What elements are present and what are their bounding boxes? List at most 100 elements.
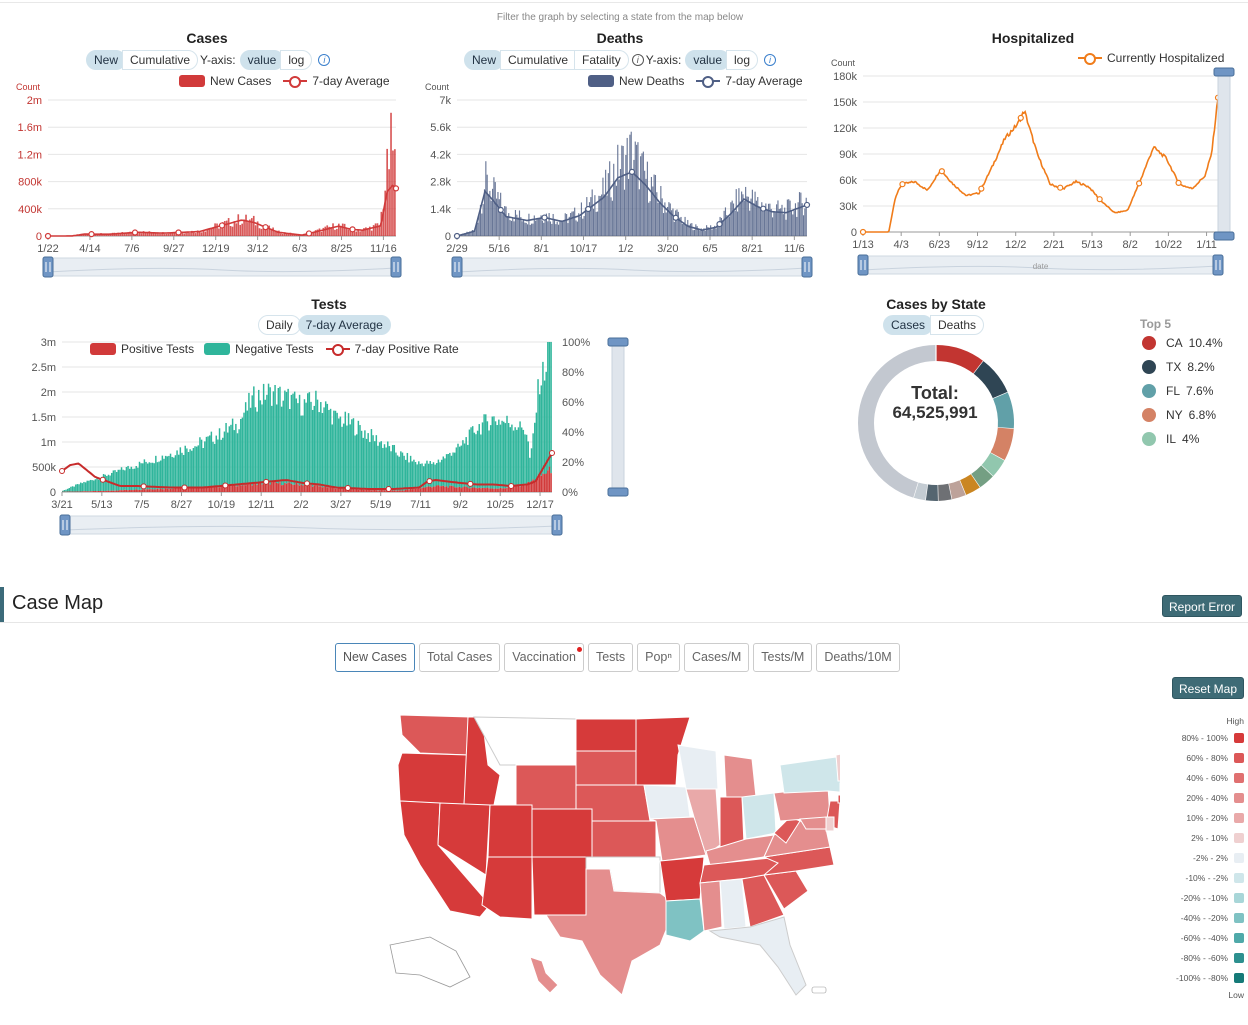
donut-slice[interactable] <box>858 345 937 498</box>
donut-slice[interactable] <box>937 483 952 501</box>
state-oh[interactable] <box>741 792 777 840</box>
info-icon[interactable]: i <box>631 54 644 66</box>
cases-chart[interactable]: 0 400k 800k 1.2m 1.6m 2m Count 1/22 4/14 7/6 9/27 1… <box>0 78 410 283</box>
legend-positive-tests[interactable]: Positive Tests <box>121 342 195 356</box>
legend-range-item[interactable]: 10% - 20% <box>1140 808 1244 828</box>
state-ga[interactable] <box>741 874 785 928</box>
legend-new-deaths[interactable]: New Deaths <box>619 74 685 88</box>
deaths-cumulative-toggle[interactable]: Cumulative <box>500 50 577 70</box>
us-case-map[interactable] <box>360 705 840 1000</box>
report-error-button[interactable]: Report Error <box>1162 595 1243 617</box>
state-hi[interactable] <box>529 956 559 994</box>
state-cases-toggle[interactable]: Cases <box>883 315 934 335</box>
cases-by-state-donut[interactable] <box>850 340 1025 510</box>
tests-7day-toggle[interactable]: 7-day Average <box>297 315 391 335</box>
state-al[interactable] <box>719 878 747 930</box>
top5-item[interactable]: IL 4% <box>1142 432 1199 446</box>
state-wy[interactable] <box>515 764 577 810</box>
state-ut[interactable] <box>487 804 533 858</box>
donut-slice-il[interactable] <box>981 452 1005 477</box>
legend-new-cases[interactable]: New Cases <box>210 74 272 88</box>
deaths-log-toggle[interactable]: log <box>726 50 759 70</box>
donut-slice-ca[interactable] <box>935 345 984 374</box>
legend-range-item[interactable]: -100% - -80% <box>1140 968 1244 988</box>
tab-population[interactable]: Popⁿ <box>637 643 680 672</box>
top5-item[interactable]: NY 6.8% <box>1142 408 1216 422</box>
legend-range-item[interactable]: -80% - -60% <box>1140 948 1244 968</box>
legend-currently-hospitalized[interactable]: Currently Hospitalized <box>1107 51 1225 65</box>
legend-7day-average[interactable]: 7-day Average <box>312 74 390 88</box>
state-or[interactable] <box>397 752 469 806</box>
legend-range-item[interactable]: 2% - 10% <box>1140 828 1244 848</box>
top5-item[interactable]: CA 10.4% <box>1142 336 1223 350</box>
state-ks[interactable] <box>591 820 657 858</box>
state-wi[interactable] <box>677 744 719 790</box>
donut-slice[interactable] <box>970 465 993 488</box>
legend-range-item[interactable]: 60% - 80% <box>1140 748 1244 768</box>
tab-cases-per-million[interactable]: Cases/M <box>683 643 750 672</box>
deaths-fatality-toggle[interactable]: Fatality <box>574 50 629 70</box>
legend-range-item[interactable]: -40% - -20% <box>1140 908 1244 928</box>
state-de[interactable] <box>825 816 835 832</box>
tests-chart[interactable]: 0 500k 1m 1.5m 2m 2.5m 3m 3/21 5/13 7/5 8/27 10/19 1… <box>0 330 640 540</box>
cases-value-toggle[interactable]: value <box>239 50 285 70</box>
deaths-value-toggle[interactable]: value <box>685 50 730 70</box>
cases-new-toggle[interactable]: New <box>86 50 127 70</box>
state-mo[interactable] <box>649 816 707 862</box>
donut-slice-fl[interactable] <box>992 392 1014 429</box>
legend-range-item[interactable]: -60% - -40% <box>1140 928 1244 948</box>
info-icon[interactable]: i <box>318 54 331 66</box>
state-wa[interactable] <box>399 714 471 756</box>
tab-deaths-per-10m[interactable]: Deaths/10M <box>816 643 900 672</box>
state-nd[interactable] <box>575 718 637 752</box>
state-deaths-toggle[interactable]: Deaths <box>930 315 985 335</box>
state-la[interactable] <box>665 898 705 942</box>
legend-7day-average[interactable]: 7-day Average <box>725 74 803 88</box>
cases-log-toggle[interactable]: log <box>280 50 313 70</box>
state-az[interactable] <box>481 856 533 920</box>
top5-item[interactable]: FL 7.6% <box>1142 384 1213 398</box>
donut-slice-ny[interactable] <box>990 427 1014 461</box>
deaths-new-toggle[interactable]: New <box>464 50 505 70</box>
legend-range-item[interactable]: -20% - -10% <box>1140 888 1244 908</box>
state-mn[interactable] <box>635 716 691 786</box>
tests-daily-toggle[interactable]: Daily <box>258 315 301 335</box>
state-ny[interactable] <box>779 756 840 794</box>
info-icon[interactable]: i <box>764 54 777 66</box>
state-mi[interactable] <box>723 754 757 800</box>
state-ar[interactable] <box>659 856 705 902</box>
donut-slice[interactable] <box>948 480 966 500</box>
legend-range-item[interactable]: -10% - -2% <box>1140 868 1244 888</box>
legend-range-item[interactable]: 80% - 100% <box>1140 728 1244 748</box>
state-mt[interactable] <box>473 716 577 766</box>
state-pr[interactable] <box>811 986 827 994</box>
legend-range-item[interactable]: 40% - 60% <box>1140 768 1244 788</box>
state-fl[interactable] <box>708 916 807 996</box>
legend-negative-tests[interactable]: Negative Tests <box>235 342 314 356</box>
hospitalized-chart[interactable]: 0 30k 60k 90k 120k 150k 180k Count 1/13 4/3 6/23 9/… <box>828 48 1248 283</box>
tab-tests-per-million[interactable]: Tests/M <box>753 643 813 672</box>
state-co[interactable] <box>531 808 593 858</box>
donut-slice[interactable] <box>925 484 938 501</box>
top5-item[interactable]: TX 8.2% <box>1142 360 1215 374</box>
state-in[interactable] <box>719 796 745 848</box>
state-nm[interactable] <box>531 856 587 916</box>
tab-new-cases[interactable]: New Cases <box>335 643 415 672</box>
tab-tests[interactable]: Tests <box>587 643 634 672</box>
legend-positive-rate[interactable]: 7-day Positive Rate <box>354 342 459 356</box>
state-ak[interactable] <box>389 936 471 988</box>
legend-range-item[interactable]: 20% - 40% <box>1140 788 1244 808</box>
donut-slice[interactable] <box>913 482 928 501</box>
state-ct[interactable] <box>837 794 840 804</box>
legend-range-item[interactable]: -2% - 2% <box>1140 848 1244 868</box>
state-tx[interactable] <box>545 868 677 996</box>
tab-total-cases[interactable]: Total Cases <box>418 643 501 672</box>
deaths-chart[interactable]: 0 1.4k 2.8k 4.2k 5.6k 7k Count 2/29 5/16 8/1 10/17… <box>415 78 825 283</box>
donut-slice-tx[interactable] <box>973 361 1008 400</box>
state-ms[interactable] <box>699 880 723 932</box>
state-sd[interactable] <box>575 750 637 786</box>
state-wv[interactable] <box>773 816 801 844</box>
tab-vaccination[interactable]: Vaccination <box>504 643 584 672</box>
cases-cumulative-toggle[interactable]: Cumulative <box>122 50 199 70</box>
state-vt[interactable] <box>835 753 840 782</box>
